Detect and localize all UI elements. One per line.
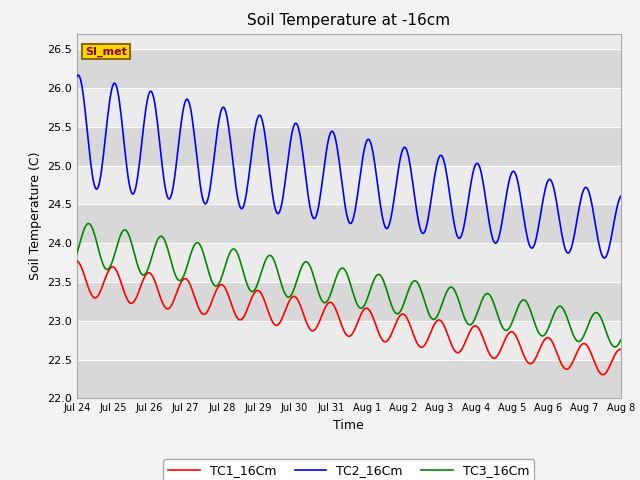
Line: TC2_16Cm: TC2_16Cm (77, 75, 621, 258)
TC1_16Cm (617, 347, 625, 352)
Bar (77, 204, 621, 243)
Bar (77, 127, 621, 166)
TC3_16Cm (170, 268, 178, 274)
Bar (77, 360, 621, 398)
TC2_16Cm (437, 152, 445, 158)
TC3_16Cm (437, 304, 445, 310)
TC1_16Cm (436, 317, 444, 323)
TC1_16Cm (73, 258, 81, 264)
TC1_16Cm (319, 310, 327, 316)
TC1_16Cm (483, 344, 490, 349)
TC1_16Cm (169, 299, 177, 305)
TC2_16Cm (617, 193, 625, 199)
TC3_16Cm (483, 290, 491, 296)
TC3_16Cm (84, 221, 92, 227)
TC2_16Cm (320, 167, 328, 172)
Y-axis label: Soil Temperature (C): Soil Temperature (C) (29, 152, 42, 280)
Bar (77, 282, 621, 321)
TC2_16Cm (170, 179, 178, 185)
TC2_16Cm (75, 72, 83, 78)
Line: TC3_16Cm: TC3_16Cm (77, 224, 621, 347)
TC1_16Cm (599, 372, 607, 378)
TC3_16Cm (611, 344, 619, 350)
TC2_16Cm (600, 255, 608, 261)
Line: TC1_16Cm: TC1_16Cm (77, 261, 621, 375)
X-axis label: Time: Time (333, 419, 364, 432)
TC2_16Cm (73, 74, 81, 80)
TC3_16Cm (394, 311, 402, 316)
TC2_16Cm (214, 127, 221, 132)
Legend: TC1_16Cm, TC2_16Cm, TC3_16Cm: TC1_16Cm, TC2_16Cm, TC3_16Cm (163, 459, 534, 480)
TC3_16Cm (214, 282, 221, 288)
Title: Soil Temperature at -16cm: Soil Temperature at -16cm (247, 13, 451, 28)
TC1_16Cm (394, 317, 401, 323)
Bar (77, 49, 621, 88)
TC3_16Cm (73, 251, 81, 256)
TC3_16Cm (617, 337, 625, 343)
TC2_16Cm (394, 167, 402, 172)
TC3_16Cm (320, 300, 328, 305)
TC2_16Cm (483, 207, 491, 213)
Text: SI_met: SI_met (85, 47, 127, 57)
TC1_16Cm (213, 287, 221, 292)
